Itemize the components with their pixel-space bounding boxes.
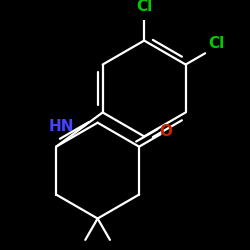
Text: HN: HN xyxy=(49,119,74,134)
Text: Cl: Cl xyxy=(136,0,152,14)
Text: O: O xyxy=(159,124,172,139)
Text: Cl: Cl xyxy=(208,36,224,51)
